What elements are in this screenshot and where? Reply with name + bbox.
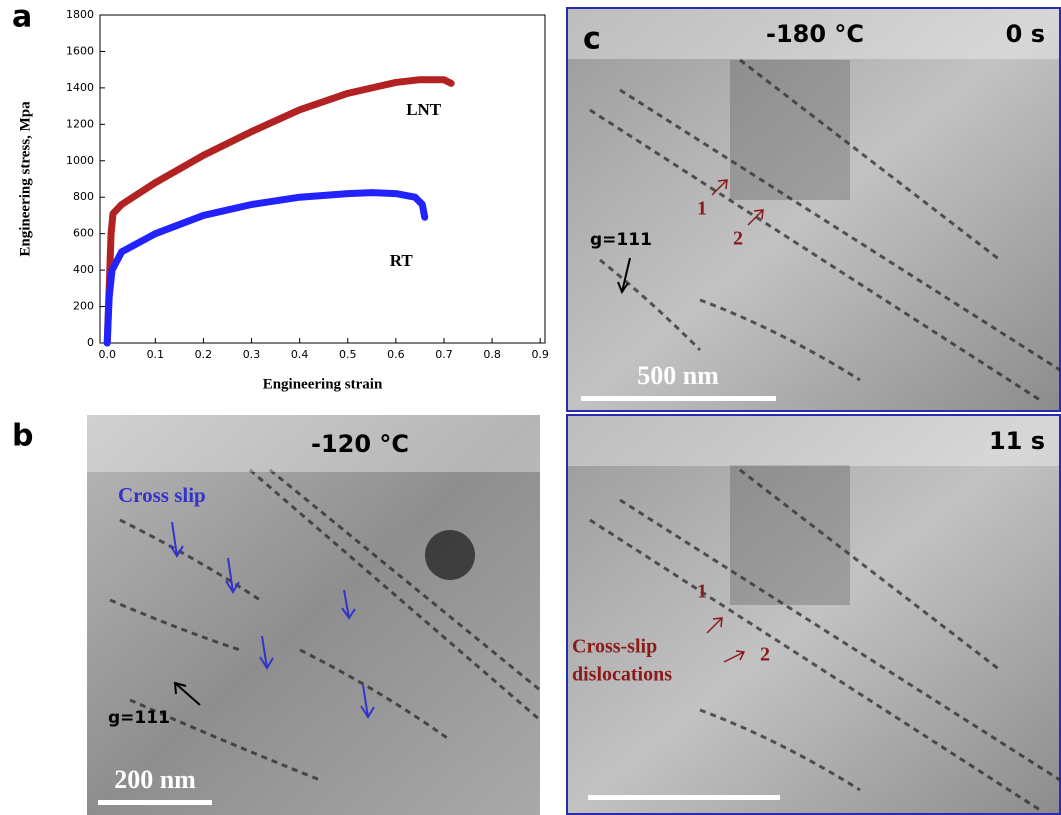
annotation: Cross slip	[118, 483, 206, 507]
x-tick-label: 0.7	[435, 348, 453, 361]
x-axis-label: Engineering strain	[263, 376, 383, 392]
panel-label: a	[12, 0, 32, 35]
y-tick-label: 600	[73, 227, 94, 240]
x-tick-label: 0.3	[243, 348, 261, 361]
tem-image-c-top: c -180 °C 0 s 1 2 g=111 500 nm	[567, 8, 1060, 411]
y-tick-label: 1600	[66, 44, 94, 57]
scale-bar-label: 500 nm	[637, 361, 719, 390]
g-vector: g=111	[590, 230, 652, 250]
time-label: 0 s	[1006, 20, 1045, 48]
y-tick-label: 0	[87, 336, 94, 349]
figure: a b -120 °C Cross slip g=111 200 nm c -1…	[0, 0, 1061, 815]
stress-strain-chart: 0 200 400 600 800 1000 1200 1400 1600 1800 0.0 0.1 0…	[17, 8, 549, 392]
panel-label: c	[583, 22, 601, 57]
y-tick-label: 1800	[66, 8, 94, 21]
marker: 2	[733, 228, 743, 250]
annotation: Cross-slip	[572, 636, 657, 658]
series-line	[107, 80, 451, 343]
annotation: dislocations	[572, 664, 672, 686]
marker: 1	[697, 198, 707, 220]
series-line	[107, 193, 425, 343]
x-tick-label: 0.2	[195, 348, 213, 361]
x-tick-label: 0.9	[531, 348, 549, 361]
x-tick-label: 0.0	[98, 348, 116, 361]
x-tick-label: 0.4	[291, 348, 309, 361]
g-vector: g=111	[108, 708, 170, 728]
temperature-label: -180 °C	[766, 20, 864, 48]
series-label: RT	[390, 251, 414, 270]
y-tick-label: 200	[73, 300, 94, 313]
y-axis-label: Engineering stress, Mpa	[17, 101, 33, 257]
marker: 1	[697, 581, 707, 603]
scale-bar-label: 200 nm	[114, 765, 196, 794]
time-label: 11 s	[989, 427, 1045, 455]
y-tick-label: 800	[73, 190, 94, 203]
y-tick-label: 400	[73, 263, 94, 276]
y-tick-label: 1000	[66, 154, 94, 167]
tem-image-b: -120 °C Cross slip g=111 200 nm	[87, 415, 540, 815]
x-tick-label: 0.6	[387, 348, 405, 361]
y-tick-label: 1200	[66, 117, 94, 130]
x-tick-label: 0.1	[147, 348, 165, 361]
panel-label: b	[12, 419, 33, 454]
x-tick-label: 0.5	[339, 348, 357, 361]
tem-image-c-bottom: 11 s 1 2 Cross-slip dislocations	[567, 415, 1060, 814]
series-label: LNT	[406, 100, 442, 119]
temperature-label: -120 °C	[311, 430, 409, 458]
y-tick-label: 1400	[66, 81, 94, 94]
marker: 2	[760, 644, 770, 666]
x-tick-label: 0.8	[483, 348, 501, 361]
